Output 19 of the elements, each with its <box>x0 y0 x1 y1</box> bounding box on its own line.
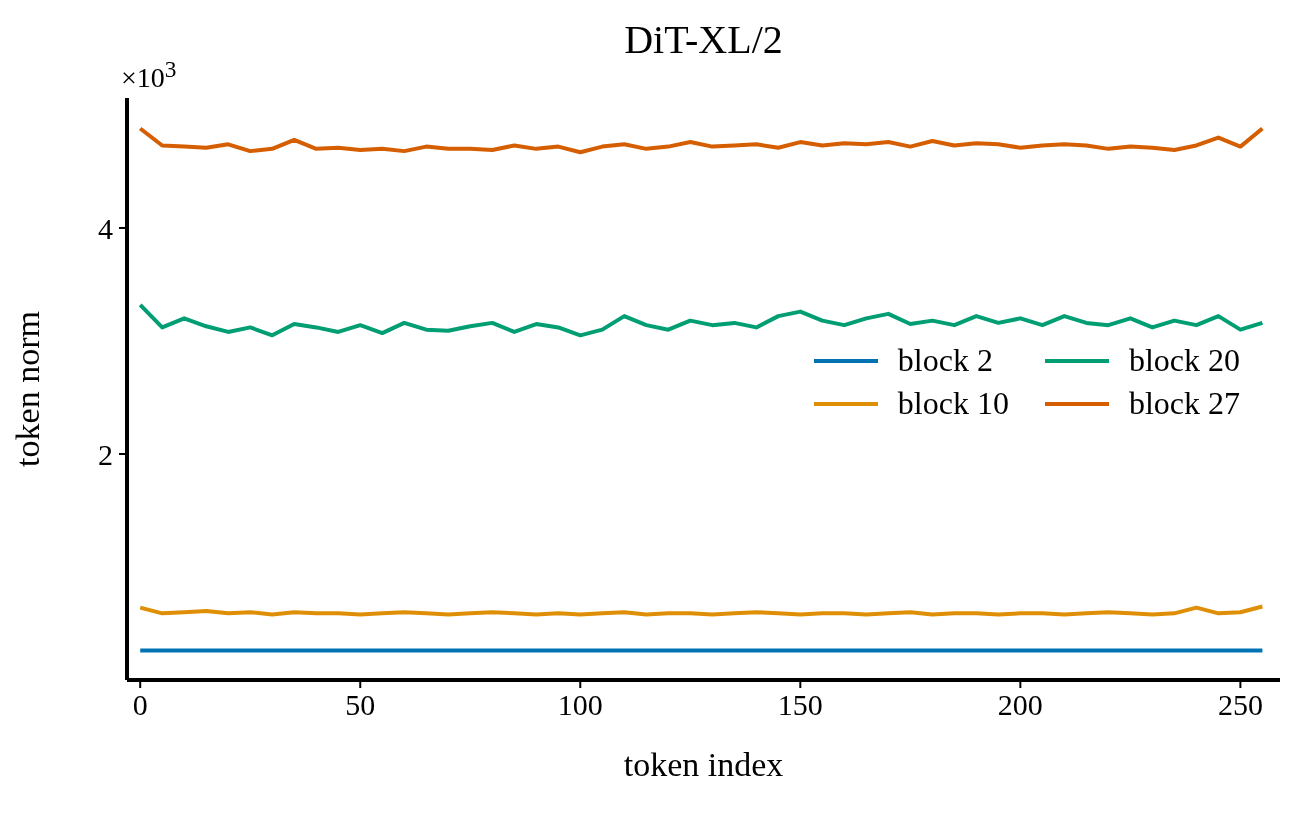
chart-title: DiT-XL/2 <box>624 17 783 62</box>
y-tick-label: 2 <box>98 437 113 471</box>
legend-label: block 2 <box>897 342 993 380</box>
line-series <box>138 126 1265 155</box>
x-tick-label: 250 <box>1217 688 1263 722</box>
y-axis-title: token norm <box>9 311 47 467</box>
line-series <box>138 302 1265 338</box>
x-tick-label: 200 <box>997 688 1043 722</box>
legend-label: block 27 <box>1128 385 1240 423</box>
x-tick-label: 0 <box>132 688 148 722</box>
x-tick-label: 100 <box>557 688 603 722</box>
x-tick-label: 50 <box>345 688 376 722</box>
x-axis-title: token index <box>622 746 785 784</box>
x-tick-label: 150 <box>777 688 823 722</box>
y-tick-label: 4 <box>98 211 113 245</box>
legend-label: block 20 <box>1128 342 1240 380</box>
line-series <box>138 604 1265 617</box>
legend-label: block 10 <box>897 385 1009 423</box>
text: ×10$^{3}$ <box>121 56 177 95</box>
